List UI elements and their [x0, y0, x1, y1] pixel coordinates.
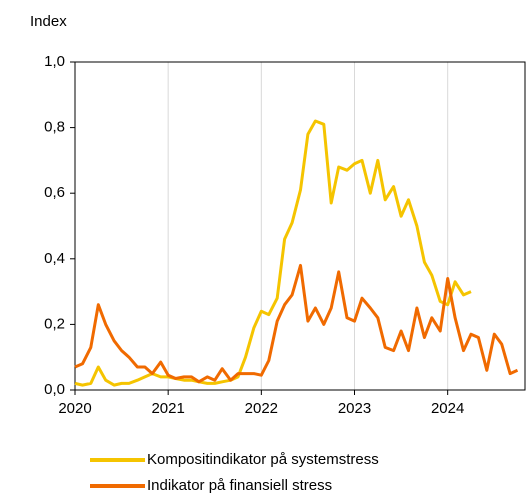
legend-label: Indikator på finansiell stress — [147, 477, 332, 493]
y-tick-label: 0,2 — [44, 315, 65, 332]
x-tick-label: 2020 — [58, 400, 91, 417]
y-tick-label: 1,0 — [44, 53, 65, 70]
series-line — [74, 119, 472, 387]
x-tick-label: 2024 — [431, 400, 464, 417]
x-tick-label: 2023 — [338, 400, 371, 417]
y-tick-label: 0,0 — [44, 381, 65, 398]
x-tick-label: 2021 — [151, 400, 184, 417]
plot-frame — [74, 61, 526, 391]
y-tick-label: 0,4 — [44, 250, 65, 267]
x-tick-label: 2022 — [245, 400, 278, 417]
y-tick-label: 0,6 — [44, 184, 65, 201]
series-line — [74, 263, 519, 384]
y-axis-label: Index — [30, 13, 67, 30]
y-tick-label: 0,8 — [44, 119, 65, 136]
legend-label: Kompositindikator på systemstress — [147, 451, 379, 468]
